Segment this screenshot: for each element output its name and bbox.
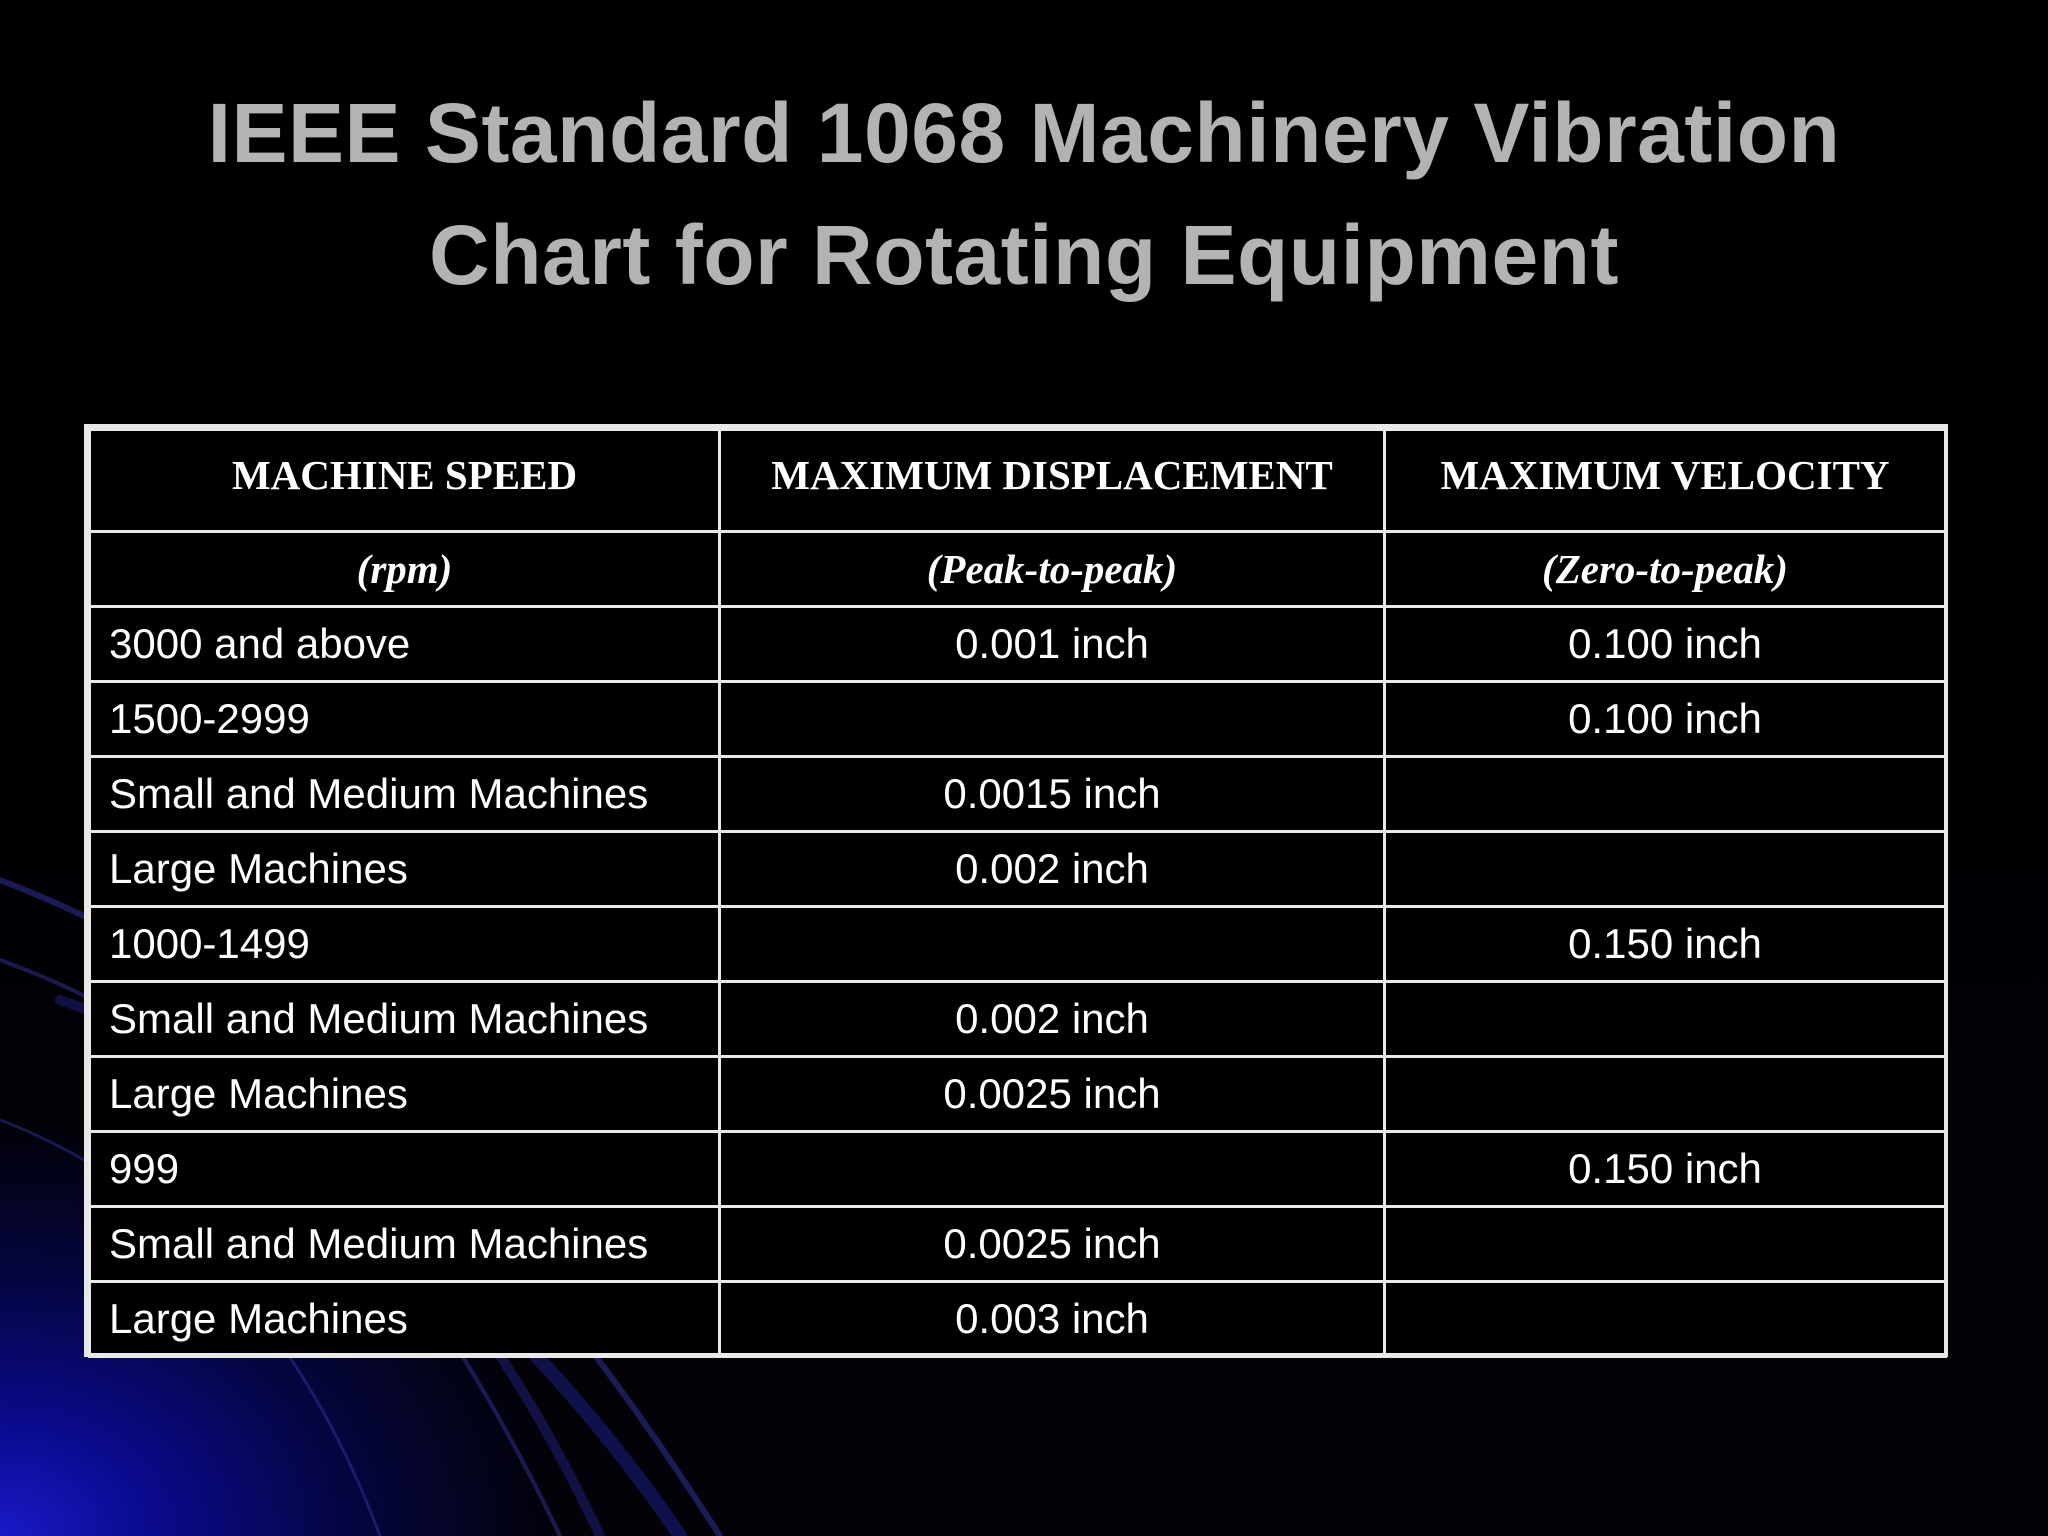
cell-displacement: 0.0015 inch [718, 755, 1386, 833]
cell-velocity [1383, 755, 1947, 833]
table-subheader-row: (rpm) (Peak-to-peak) (Zero-to-peak) [88, 530, 1947, 608]
cell-speed: Small and Medium Machines [88, 755, 721, 833]
subheader-peak-to-peak: (Peak-to-peak) [718, 530, 1386, 608]
cell-displacement [718, 680, 1386, 758]
cell-displacement: 0.0025 inch [718, 1205, 1386, 1283]
cell-displacement: 0.003 inch [718, 1280, 1386, 1358]
cell-speed: Small and Medium Machines [88, 1205, 721, 1283]
vibration-table-container: MACHINE SPEED MAXIMUM DISPLACEMENT MAXIM… [84, 424, 1948, 1358]
cell-velocity: 0.100 inch [1383, 680, 1947, 758]
table-row: 1500-2999 0.100 inch [88, 680, 1947, 758]
cell-displacement: 0.0025 inch [718, 1055, 1386, 1133]
cell-velocity [1383, 1055, 1947, 1133]
cell-speed: Large Machines [88, 1280, 721, 1358]
cell-velocity: 0.150 inch [1383, 1130, 1947, 1208]
vibration-table: MACHINE SPEED MAXIMUM DISPLACEMENT MAXIM… [88, 428, 1947, 1358]
header-max-displacement: MAXIMUM DISPLACEMENT [718, 428, 1386, 533]
title-line-2: Chart for Rotating Equipment [429, 208, 1619, 302]
cell-speed: Large Machines [88, 830, 721, 908]
cell-displacement [718, 905, 1386, 983]
cell-speed: Small and Medium Machines [88, 980, 721, 1058]
table-row: Small and Medium Machines 0.0025 inch [88, 1205, 1947, 1283]
table-row: 3000 and above 0.001 inch 0.100 inch [88, 605, 1947, 683]
cell-speed: 3000 and above [88, 605, 721, 683]
table-row: Small and Medium Machines 0.0015 inch [88, 755, 1947, 833]
title-line-1: IEEE Standard 1068 Machinery Vibration [207, 86, 1841, 180]
cell-displacement: 0.001 inch [718, 605, 1386, 683]
header-max-velocity: MAXIMUM VELOCITY [1383, 428, 1947, 533]
cell-displacement [718, 1130, 1386, 1208]
table-row: Large Machines 0.0025 inch [88, 1055, 1947, 1133]
subheader-rpm: (rpm) [88, 530, 721, 608]
cell-speed: 1000-1499 [88, 905, 721, 983]
table-header-row: MACHINE SPEED MAXIMUM DISPLACEMENT MAXIM… [88, 428, 1947, 533]
cell-speed: 1500-2999 [88, 680, 721, 758]
slide-title: IEEE Standard 1068 Machinery Vibration C… [0, 72, 2048, 316]
cell-velocity [1383, 830, 1947, 908]
cell-speed: 999 [88, 1130, 721, 1208]
header-machine-speed: MACHINE SPEED [88, 428, 721, 533]
cell-velocity [1383, 980, 1947, 1058]
cell-displacement: 0.002 inch [718, 830, 1386, 908]
cell-velocity [1383, 1205, 1947, 1283]
cell-velocity [1383, 1280, 1947, 1358]
table-row: Small and Medium Machines 0.002 inch [88, 980, 1947, 1058]
table-row: Large Machines 0.002 inch [88, 830, 1947, 908]
subheader-zero-to-peak: (Zero-to-peak) [1383, 530, 1947, 608]
cell-velocity: 0.100 inch [1383, 605, 1947, 683]
cell-displacement: 0.002 inch [718, 980, 1386, 1058]
table-row: 999 0.150 inch [88, 1130, 1947, 1208]
table-row: 1000-1499 0.150 inch [88, 905, 1947, 983]
cell-velocity: 0.150 inch [1383, 905, 1947, 983]
table-row: Large Machines 0.003 inch [88, 1280, 1947, 1358]
cell-speed: Large Machines [88, 1055, 721, 1133]
